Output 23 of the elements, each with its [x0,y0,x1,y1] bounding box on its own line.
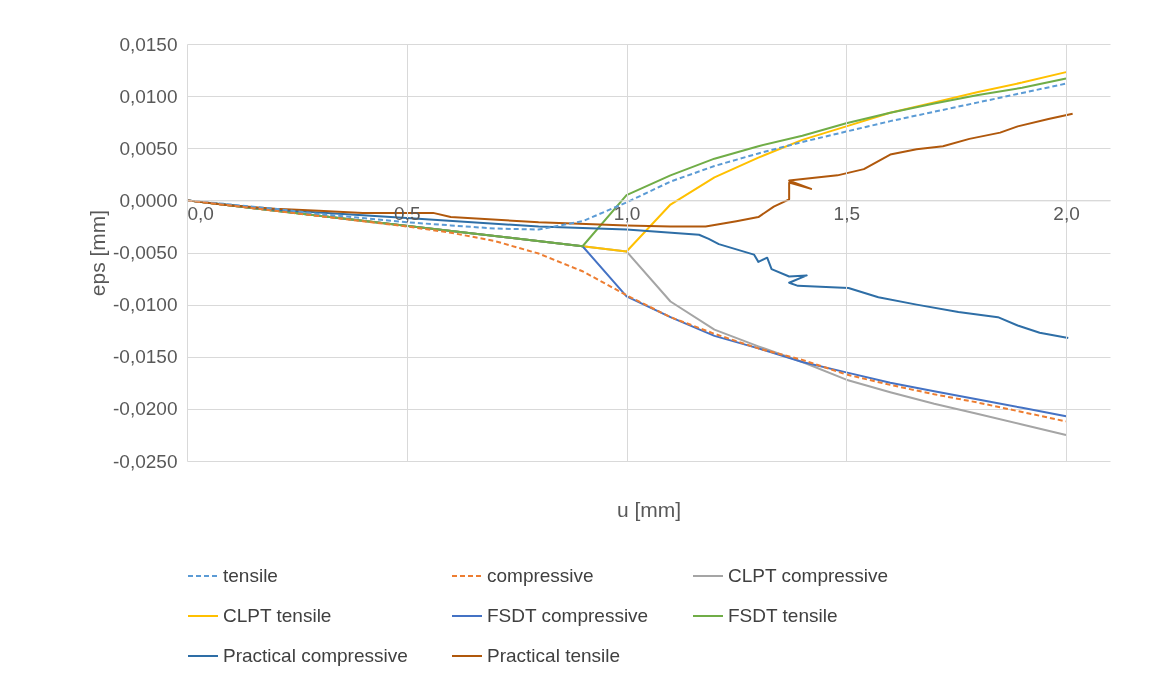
y-tick-label: -0,0200 [113,398,178,420]
legend-label: CLPT tensile [223,605,332,626]
y-tick-label: 0,0100 [119,85,178,107]
legend-label: Practical tensile [487,645,621,666]
legend-label: CLPT compressive [728,565,889,586]
legend-label: FSDT tensile [728,605,838,626]
y-tick-label: 0,0000 [119,189,178,211]
legend-label: compressive [487,565,594,586]
y-tick-label: 0,0150 [119,33,178,55]
x-tick-label: 2,0 [1053,202,1080,224]
x-tick-label: 1,5 [833,202,860,224]
x-tick-label: 0,0 [187,202,214,224]
x-axis-title: u [mm] [616,497,682,521]
y-axis-title: eps [mm] [86,209,110,297]
y-tick-label: -0,0150 [113,346,178,368]
legend-label: FSDT compressive [487,605,649,626]
legend-label: Practical compressive [223,645,408,666]
y-tick-label: -0,0050 [113,242,178,263]
y-tick-label: -0,0250 [113,450,178,472]
y-tick-label: -0,0100 [113,294,178,316]
legend-label: tensile [223,565,278,586]
y-tick-label: 0,0050 [119,137,178,159]
x-tick-label: 1,0 [613,202,641,224]
